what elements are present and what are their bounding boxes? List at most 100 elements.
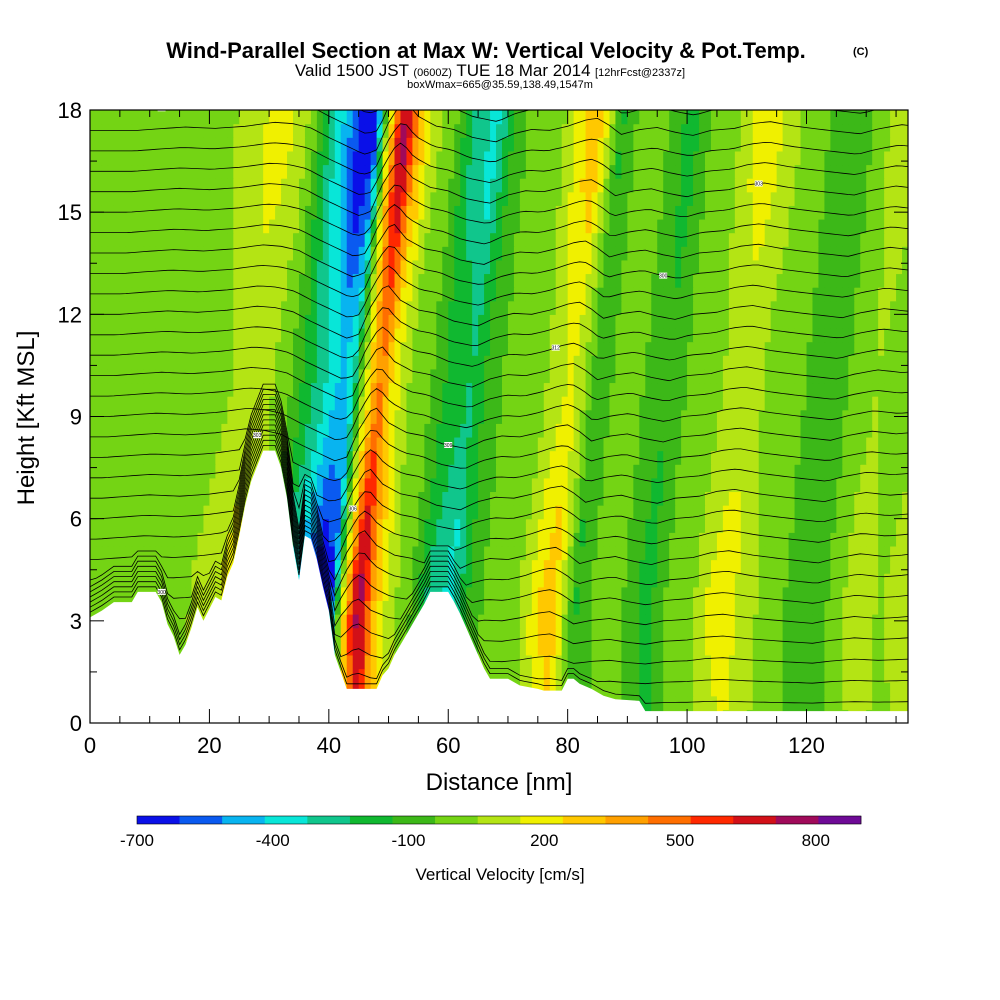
velocity-cell [657,259,664,275]
velocity-cell [752,532,760,547]
velocity-cell [878,505,885,520]
velocity-cell [466,273,473,288]
velocity-cell [125,491,133,506]
velocity-cell [734,477,742,493]
velocity-cell [209,532,216,547]
velocity-cell [287,232,294,247]
velocity-cell [167,409,175,424]
velocity-cell [185,436,193,452]
velocity-cell [716,314,724,329]
velocity-cell [812,409,820,424]
velocity-cell [269,287,276,302]
velocity-cell [507,600,515,615]
velocity-cell [561,505,569,520]
velocity-cell [669,246,676,261]
velocity-cell [615,314,622,329]
velocity-cell [591,300,599,315]
velocity-cell [567,355,575,370]
velocity-cell [263,232,270,247]
velocity-cell [776,559,784,574]
velocity-cell [412,559,419,574]
velocity-cell [842,586,849,601]
velocity-cell [896,273,903,288]
velocity-cell [722,368,730,384]
velocity-cell [257,218,264,234]
velocity-cell [179,409,187,424]
velocity-cell [824,518,831,533]
velocity-cell [131,586,139,601]
velocity-cell [657,627,664,642]
velocity-cell [716,627,724,642]
velocity-cell [675,423,682,438]
velocity-cell [872,573,879,588]
velocity-cell [358,654,366,670]
velocity-cell [513,327,521,343]
velocity-cell [412,341,419,356]
velocity-cell [507,586,515,601]
velocity-cell [902,532,908,547]
velocity-cell [215,232,222,247]
velocity-cell [848,600,855,615]
velocity-cell [173,396,181,411]
velocity-cell [537,396,545,411]
velocity-cell [740,682,748,697]
velocity-cell [95,559,103,574]
velocity-cell [245,327,252,343]
velocity-cell [185,246,193,261]
velocity-cell [251,287,258,302]
velocity-cell [878,586,885,601]
velocity-cell [836,464,843,479]
velocity-cell [376,532,384,547]
velocity-cell [824,232,831,247]
velocity-cell [507,491,515,506]
velocity-cell [358,505,366,520]
velocity-cell [472,450,479,465]
velocity-cell [352,273,360,288]
velocity-cell [293,355,300,370]
velocity-cell [400,491,408,506]
velocity-cell [197,355,205,370]
velocity-cell [591,654,599,670]
velocity-cell [728,559,736,574]
velocity-cell [812,273,820,288]
velocity-cell [179,477,187,493]
velocity-cell [824,586,831,601]
velocity-cell [185,396,193,411]
velocity-cell [866,491,873,506]
velocity-cell [567,368,575,384]
velocity-cell [340,600,348,615]
velocity-cell [460,287,467,302]
velocity-cell [490,477,497,493]
velocity-cell [722,600,730,615]
velocity-cell [806,259,814,275]
velocity-cell [878,545,885,561]
velocity-cell [764,559,772,574]
velocity-cell [400,382,408,397]
velocity-cell [442,464,449,479]
velocity-cell [275,382,282,397]
velocity-cell [567,287,575,302]
velocity-cell [185,287,193,302]
velocity-cell [669,627,676,642]
velocity-cell [824,355,831,370]
velocity-cell [107,423,115,438]
velocity-cell [221,450,228,465]
velocity-cell [681,327,688,343]
velocity-cell [406,614,414,629]
velocity-cell [788,682,796,697]
velocity-cell [531,668,539,683]
velocity-cell [872,355,879,370]
velocity-cell [388,491,396,506]
velocity-cell [872,300,879,315]
velocity-cell [334,545,342,561]
velocity-cell [884,491,891,506]
velocity-cell [364,368,372,384]
velocity-cell [251,232,258,247]
velocity-cell [555,545,563,561]
velocity-cell [770,273,778,288]
velocity-cell [788,545,796,561]
velocity-cell [203,409,211,424]
velocity-cell [615,368,622,384]
velocity-cell [788,627,796,642]
velocity-cell [149,368,157,384]
